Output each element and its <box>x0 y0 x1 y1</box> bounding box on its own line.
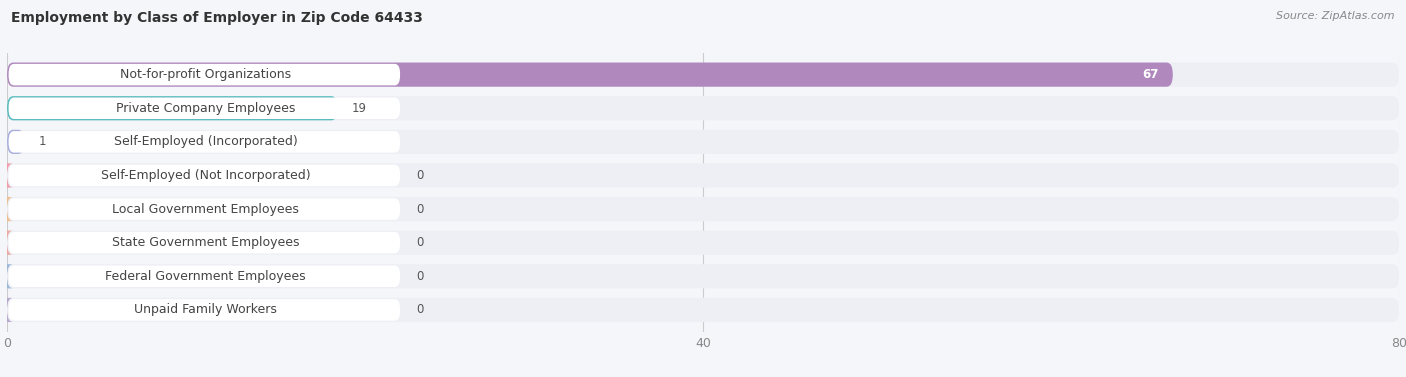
Text: 19: 19 <box>352 102 367 115</box>
FancyBboxPatch shape <box>8 265 401 287</box>
Text: 0: 0 <box>416 236 423 249</box>
Text: 0: 0 <box>416 202 423 216</box>
FancyBboxPatch shape <box>7 63 1173 87</box>
Text: Local Government Employees: Local Government Employees <box>112 202 299 216</box>
FancyBboxPatch shape <box>1 231 13 255</box>
FancyBboxPatch shape <box>1 163 13 188</box>
Text: State Government Employees: State Government Employees <box>111 236 299 249</box>
FancyBboxPatch shape <box>7 63 1399 87</box>
Text: Employment by Class of Employer in Zip Code 64433: Employment by Class of Employer in Zip C… <box>11 11 423 25</box>
Text: Self-Employed (Not Incorporated): Self-Employed (Not Incorporated) <box>101 169 311 182</box>
FancyBboxPatch shape <box>7 96 1399 120</box>
FancyBboxPatch shape <box>8 64 401 85</box>
Text: Self-Employed (Incorporated): Self-Employed (Incorporated) <box>114 135 297 149</box>
FancyBboxPatch shape <box>7 197 1399 221</box>
FancyBboxPatch shape <box>8 131 401 153</box>
Text: Unpaid Family Workers: Unpaid Family Workers <box>134 303 277 316</box>
Text: Source: ZipAtlas.com: Source: ZipAtlas.com <box>1277 11 1395 21</box>
Text: 1: 1 <box>38 135 46 149</box>
Text: 67: 67 <box>1143 68 1159 81</box>
Text: 0: 0 <box>416 169 423 182</box>
FancyBboxPatch shape <box>7 130 24 154</box>
FancyBboxPatch shape <box>7 231 1399 255</box>
FancyBboxPatch shape <box>1 197 13 221</box>
FancyBboxPatch shape <box>7 130 1399 154</box>
FancyBboxPatch shape <box>8 299 401 321</box>
FancyBboxPatch shape <box>7 96 337 120</box>
FancyBboxPatch shape <box>1 264 13 288</box>
FancyBboxPatch shape <box>7 298 1399 322</box>
FancyBboxPatch shape <box>8 198 401 220</box>
Text: Federal Government Employees: Federal Government Employees <box>105 270 305 283</box>
FancyBboxPatch shape <box>8 165 401 186</box>
FancyBboxPatch shape <box>7 163 1399 188</box>
FancyBboxPatch shape <box>8 98 401 119</box>
FancyBboxPatch shape <box>8 232 401 253</box>
FancyBboxPatch shape <box>1 298 13 322</box>
Text: 0: 0 <box>416 270 423 283</box>
Text: Not-for-profit Organizations: Not-for-profit Organizations <box>120 68 291 81</box>
Text: 0: 0 <box>416 303 423 316</box>
Text: Private Company Employees: Private Company Employees <box>115 102 295 115</box>
FancyBboxPatch shape <box>7 264 1399 288</box>
